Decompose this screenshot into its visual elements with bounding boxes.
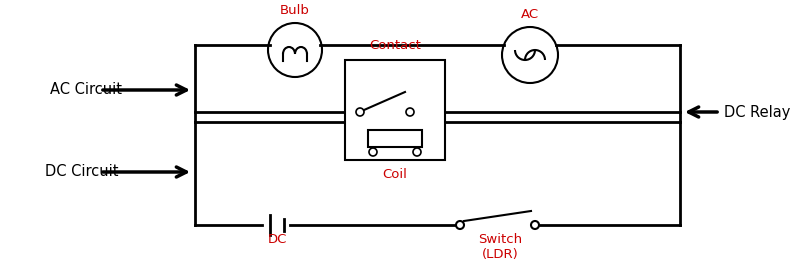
Text: Bulb: Bulb <box>280 4 310 17</box>
Text: DC Relay: DC Relay <box>724 105 790 120</box>
Text: Contact: Contact <box>369 39 421 52</box>
Text: AC Circuit: AC Circuit <box>50 82 122 98</box>
Text: DC Circuit: DC Circuit <box>45 165 119 179</box>
Text: DC: DC <box>267 233 287 246</box>
Text: AC: AC <box>521 9 539 22</box>
Bar <box>368 130 422 147</box>
Text: Coil: Coil <box>383 168 408 181</box>
Bar <box>345 60 445 160</box>
Text: Switch
(LDR): Switch (LDR) <box>478 233 522 260</box>
